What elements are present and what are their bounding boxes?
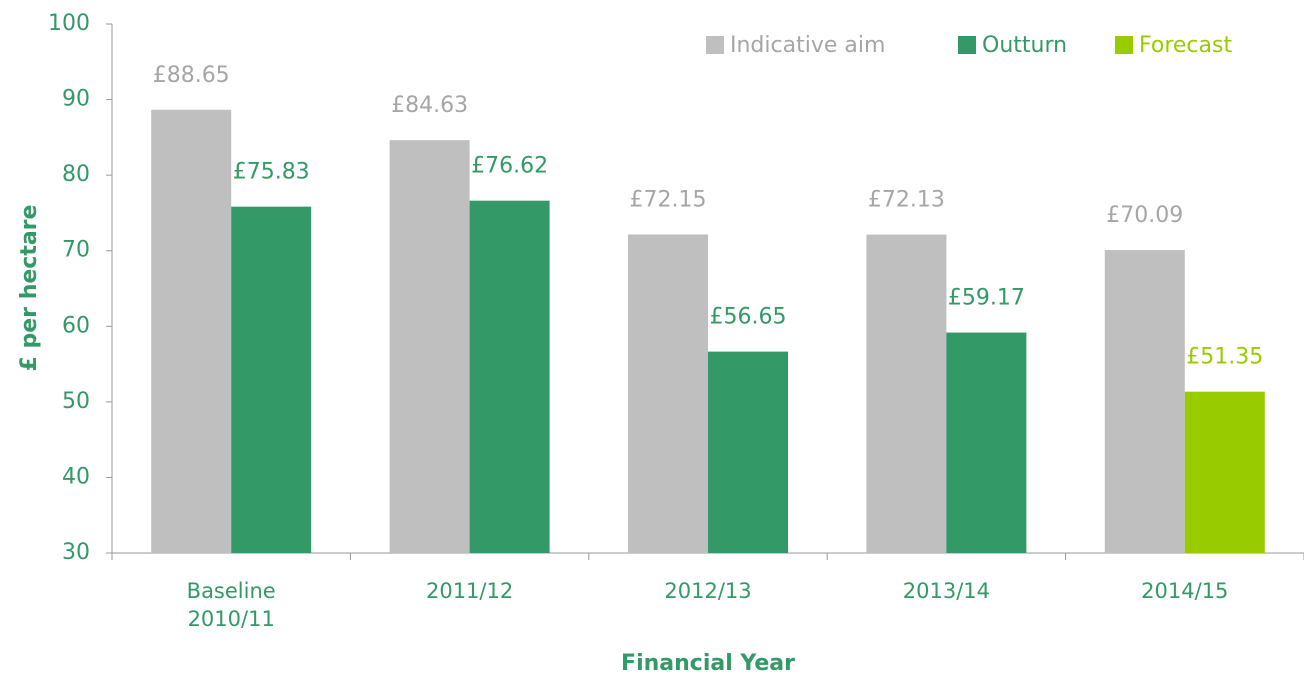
x-tick-label: 2013/14	[902, 579, 991, 603]
y-tick-label: 100	[48, 11, 90, 36]
value-label: £70.09	[1106, 203, 1183, 228]
legend-swatch	[958, 36, 976, 54]
x-tick-label: 2011/12	[425, 579, 514, 603]
legend-label: Forecast	[1139, 33, 1232, 58]
value-label: £88.65	[153, 63, 230, 88]
x-tick-label: 2012/13	[664, 579, 752, 603]
value-label: £51.35	[1186, 345, 1263, 370]
bar	[1184, 391, 1265, 553]
x-tick-label: Baseline 2010/11	[186, 579, 276, 631]
legend-label: Indicative aim	[730, 33, 885, 58]
bar	[946, 332, 1027, 553]
y-tick-label: 30	[62, 540, 90, 565]
y-tick-label: 70	[62, 238, 90, 263]
legend-label: Outturn	[982, 33, 1067, 58]
y-tick-label: 40	[62, 464, 90, 489]
bar	[231, 206, 312, 554]
legend-swatch	[1115, 36, 1133, 54]
bar	[389, 140, 470, 553]
value-label: £72.15	[630, 187, 707, 212]
y-tick-label: 90	[62, 87, 90, 112]
value-label: £59.17	[948, 286, 1025, 311]
y-tick-label: 60	[62, 313, 90, 338]
bar	[1104, 250, 1185, 553]
x-axis-title: Financial Year	[621, 651, 795, 676]
bar	[866, 234, 947, 554]
bar	[469, 200, 550, 553]
value-label: £84.63	[391, 93, 468, 118]
y-axis-title: £ per hectare	[17, 205, 42, 372]
bar	[708, 351, 788, 553]
value-label: £75.83	[233, 160, 310, 185]
legend-swatch	[706, 36, 724, 54]
bar	[628, 234, 708, 553]
y-tick-label: 50	[62, 389, 90, 414]
value-label: £76.62	[471, 154, 548, 179]
bar	[151, 109, 232, 554]
value-label: £72.13	[868, 188, 945, 213]
value-label: £56.65	[710, 305, 787, 330]
y-tick-label: 80	[62, 162, 90, 187]
x-tick-label: 2014/15	[1141, 579, 1229, 603]
